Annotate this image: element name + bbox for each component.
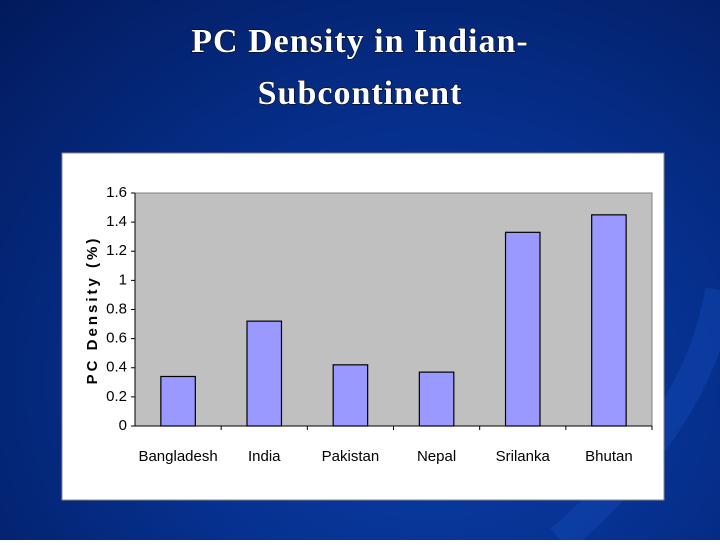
x-tick-label: Srilanka	[496, 448, 551, 465]
bar	[246, 320, 283, 427]
y-tick-label: 0.2	[106, 388, 127, 405]
y-tick-label: 0.8	[106, 300, 127, 317]
bar	[504, 231, 541, 427]
x-tick-label: India	[248, 448, 281, 465]
decoration	[550, 287, 720, 545]
y-tick-label: 1.2	[106, 242, 127, 259]
y-axis-label: PC Density (%)	[84, 236, 101, 385]
x-tick-label: Nepal	[417, 448, 456, 465]
y-tick-label: 1.4	[106, 213, 127, 230]
plot-area	[134, 192, 653, 427]
y-tick-label: 1	[119, 271, 127, 288]
bar	[160, 375, 196, 427]
chart-title: PC Density in Indian-	[191, 23, 528, 60]
bar	[418, 371, 455, 427]
x-tick-label: Bangladesh	[138, 448, 217, 465]
x-tick-label: Bhutan	[585, 448, 633, 465]
bar	[332, 364, 369, 427]
x-tick-label: Pakistan	[322, 448, 380, 465]
chart-title: Subcontinent	[258, 75, 463, 112]
y-tick-label: 0	[119, 417, 127, 434]
bar	[591, 214, 627, 427]
y-tick-label: 0.6	[106, 330, 127, 347]
y-tick-label: 1.6	[106, 184, 127, 201]
y-tick-label: 0.4	[106, 359, 127, 376]
